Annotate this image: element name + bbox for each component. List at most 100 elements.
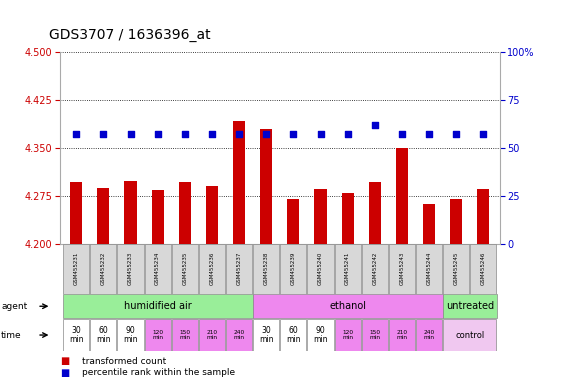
Text: GSM455243: GSM455243 [400,252,404,285]
Point [126,131,135,137]
Bar [90,319,116,351]
Text: 120
min: 120 min [342,330,353,340]
Bar [233,121,245,244]
Bar [362,244,388,294]
Point [397,131,407,137]
Point [316,131,325,137]
Text: 120
min: 120 min [152,330,163,340]
Text: GSM455245: GSM455245 [454,252,459,285]
Text: humidified air: humidified air [124,301,191,311]
Bar [423,204,435,244]
Text: 30
min: 30 min [69,326,83,344]
Text: GSM455239: GSM455239 [291,252,296,285]
Bar [443,244,469,294]
Text: 90
min: 90 min [313,326,328,344]
Text: GSM455236: GSM455236 [210,252,215,285]
Text: 210
min: 210 min [206,330,218,340]
Bar [63,244,89,294]
Text: GSM455244: GSM455244 [427,252,432,285]
Bar [443,294,497,318]
Text: 240
min: 240 min [234,330,245,340]
Point [99,131,108,137]
Text: 150
min: 150 min [369,330,380,340]
Text: control: control [455,331,484,339]
Bar [144,319,171,351]
Point [343,131,352,137]
Bar [477,189,489,244]
Text: ethanol: ethanol [329,301,366,311]
Point [262,131,271,137]
Bar [90,244,116,294]
Bar [172,244,198,294]
Text: GSM455246: GSM455246 [481,252,486,285]
Bar [144,244,171,294]
Text: untreated: untreated [446,301,494,311]
Bar [226,244,252,294]
Bar [307,319,333,351]
Point [235,131,244,137]
Text: GSM455233: GSM455233 [128,252,133,285]
Text: 60
min: 60 min [96,326,111,344]
Point [153,131,162,137]
Text: ■: ■ [60,368,69,378]
Point [478,131,488,137]
Bar [151,190,164,244]
Text: GSM455231: GSM455231 [74,252,79,285]
Text: time: time [1,331,22,339]
Bar [443,319,496,351]
Bar [70,182,82,244]
Bar [226,319,252,351]
Point [289,131,298,137]
Text: transformed count: transformed count [82,357,166,366]
Bar [124,181,136,244]
Bar [416,244,442,294]
Bar [118,319,143,351]
Text: agent: agent [1,302,27,311]
Bar [118,244,143,294]
Bar [389,319,415,351]
Text: percentile rank within the sample: percentile rank within the sample [82,369,235,377]
Text: GSM455242: GSM455242 [372,252,377,285]
Bar [253,244,279,294]
Text: GSM455240: GSM455240 [318,252,323,285]
Bar [63,294,252,318]
Bar [307,244,333,294]
Point [452,131,461,137]
Bar [252,294,443,318]
Text: ■: ■ [60,356,69,366]
Text: 30
min: 30 min [259,326,274,344]
Point [424,131,433,137]
Bar [172,319,198,351]
Bar [471,244,496,294]
Bar [199,319,225,351]
Text: 150
min: 150 min [179,330,190,340]
Bar [341,193,354,244]
Text: GSM455241: GSM455241 [345,252,350,285]
Bar [287,199,299,244]
Bar [253,319,279,351]
Bar [335,319,361,351]
Bar [369,182,381,244]
Bar [280,319,307,351]
Bar [280,244,307,294]
Text: 210
min: 210 min [396,330,408,340]
Text: GSM455235: GSM455235 [182,252,187,285]
Text: GSM455234: GSM455234 [155,252,160,285]
Text: 90
min: 90 min [123,326,138,344]
Bar [362,319,388,351]
Bar [179,182,191,244]
Bar [450,199,463,244]
Bar [97,188,110,244]
Point [207,131,216,137]
Bar [206,186,218,244]
Point [180,131,190,137]
Bar [396,148,408,244]
Text: GDS3707 / 1636396_at: GDS3707 / 1636396_at [49,28,210,42]
Text: 240
min: 240 min [424,330,435,340]
Bar [63,319,89,351]
Bar [315,189,327,244]
Bar [199,244,225,294]
Text: GSM455237: GSM455237 [236,252,242,285]
Bar [335,244,361,294]
Point [370,122,379,128]
